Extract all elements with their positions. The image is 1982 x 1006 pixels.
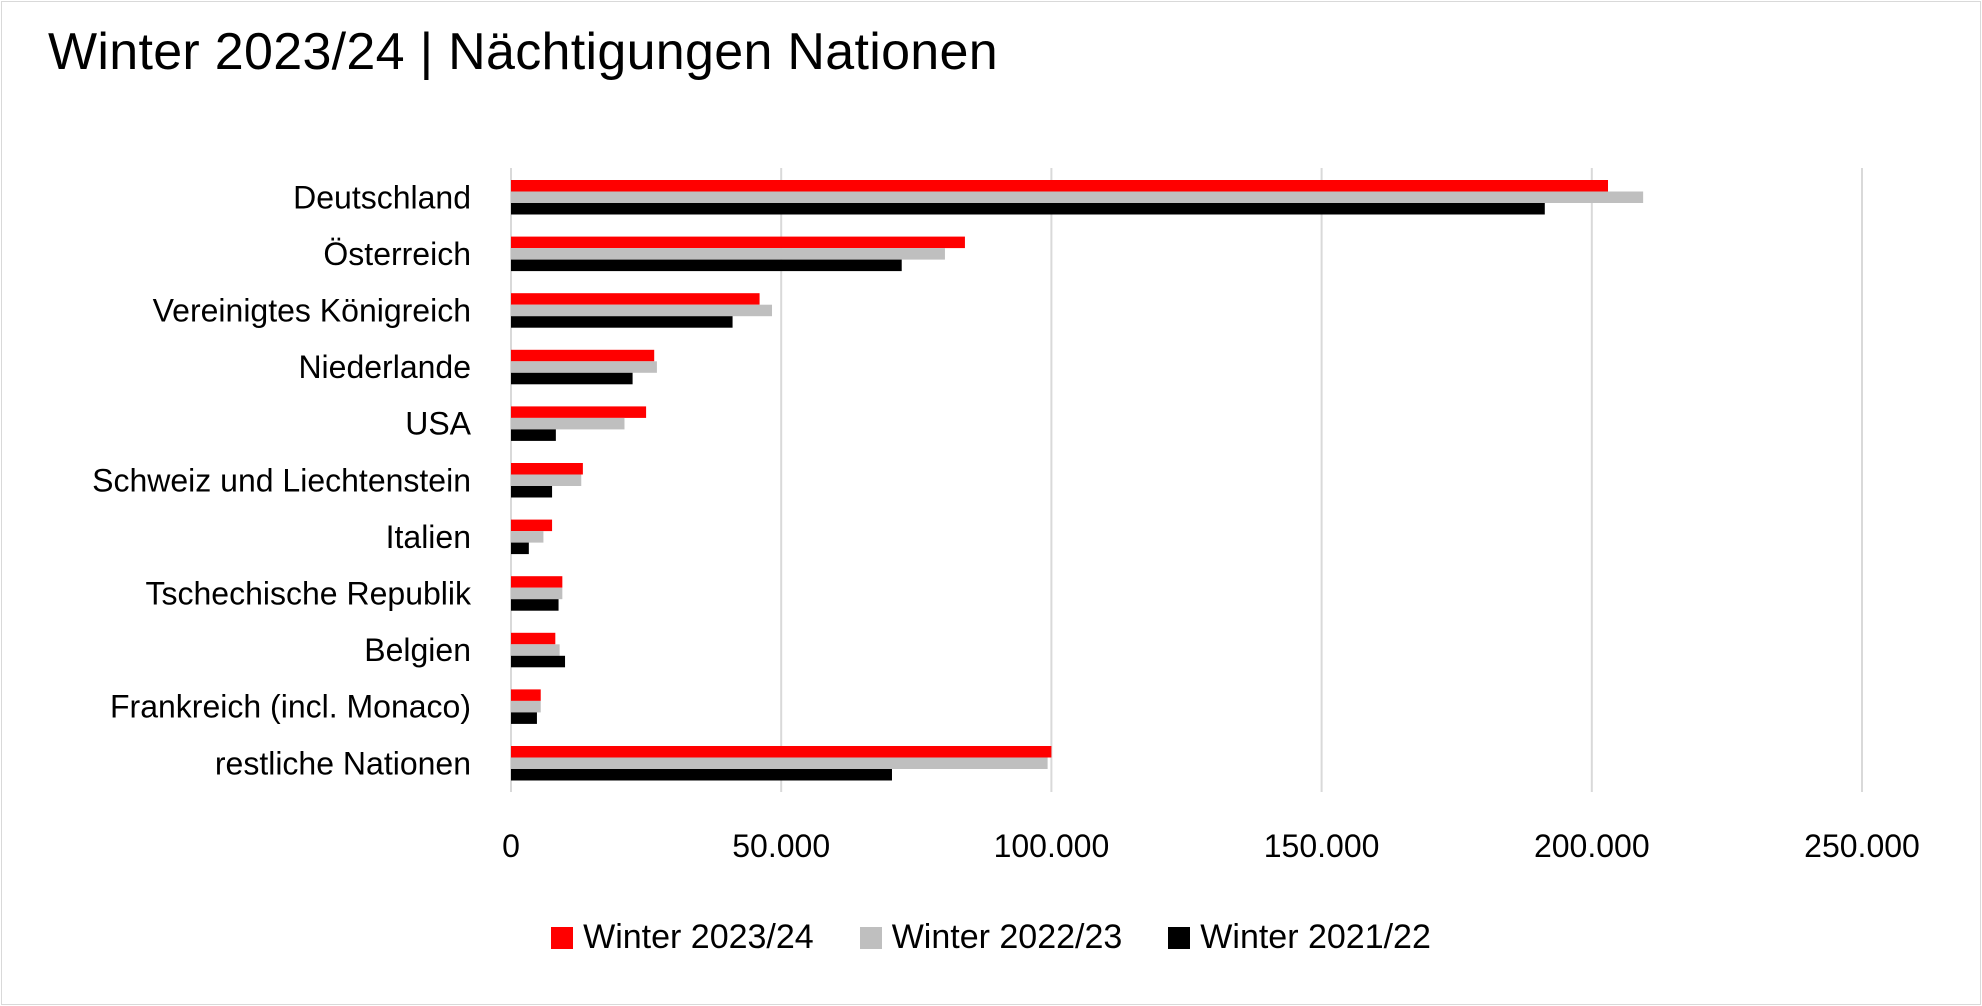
bar (511, 349, 655, 362)
bar (511, 417, 625, 430)
category-label: Tschechische Republik (146, 575, 473, 611)
x-tick-label: 0 (502, 828, 520, 864)
bar (511, 542, 529, 555)
bar (511, 769, 892, 781)
bar (511, 576, 563, 588)
bar (511, 746, 1052, 758)
category-label: Belgien (364, 632, 471, 668)
bar (511, 486, 553, 498)
bar (511, 293, 760, 305)
legend-label: Winter 2023/24 (583, 918, 814, 956)
bar (511, 474, 582, 486)
category-label: Schweiz und Liechtenstein (92, 462, 471, 498)
bar (511, 463, 583, 475)
x-tick-label: 50.000 (732, 828, 830, 864)
bar (511, 372, 633, 385)
legend-swatch (551, 926, 574, 949)
legend-item: Winter 2022/23 (859, 918, 1123, 957)
bar (511, 655, 566, 668)
bar (511, 406, 647, 418)
category-label: Italien (386, 519, 471, 555)
bar (511, 644, 560, 656)
category-label: Deutschland (293, 179, 471, 215)
x-tick-labels: 0 50.000 100.000 150.000 200.000 250.000 (502, 828, 1920, 864)
bar (511, 700, 541, 713)
bars (511, 180, 1644, 781)
category-label: USA (405, 406, 471, 442)
bar (511, 236, 965, 249)
bar (511, 304, 773, 317)
bar (511, 757, 1048, 769)
x-tick-label: 250.000 (1804, 828, 1920, 864)
bar (511, 191, 1644, 203)
category-label: Frankreich (incl. Monaco) (110, 689, 471, 725)
category-label: Vereinigtes Königreich (153, 292, 471, 328)
category-label: restliche Nationen (215, 745, 471, 781)
bar (511, 180, 1609, 192)
category-label: Österreich (323, 236, 471, 272)
bar (511, 689, 541, 701)
legend-label: Winter 2022/23 (891, 918, 1123, 956)
legend-label: Winter 2021/22 (1200, 918, 1431, 956)
legend-swatch (859, 926, 882, 949)
bar (511, 316, 733, 328)
legend: Winter 2023/24 Winter 2022/23 Winter 2021/… (0, 918, 1982, 957)
category-label: Niederlande (298, 349, 471, 385)
category-labels: Deutschland Österreich Vereinigtes Königre… (92, 179, 472, 781)
bar (511, 531, 544, 543)
legend-swatch (1168, 926, 1191, 949)
legend-item: Winter 2021/22 (1168, 918, 1431, 957)
bar (511, 599, 559, 611)
x-tick-label: 100.000 (994, 828, 1110, 864)
x-tick-label: 200.000 (1534, 828, 1650, 864)
bar (511, 632, 556, 645)
bar (511, 361, 657, 373)
bar (511, 712, 537, 724)
gridlines (510, 168, 1863, 792)
x-tick-label: 150.000 (1264, 828, 1380, 864)
bar (511, 519, 553, 532)
bar (511, 203, 1545, 215)
legend-item: Winter 2023/24 (551, 918, 814, 957)
bar (511, 259, 902, 272)
chart-title: Winter 2023/24 | Nächtigungen Nationen (48, 23, 998, 81)
bar (511, 429, 556, 441)
bar (511, 248, 945, 260)
bar (511, 587, 563, 600)
